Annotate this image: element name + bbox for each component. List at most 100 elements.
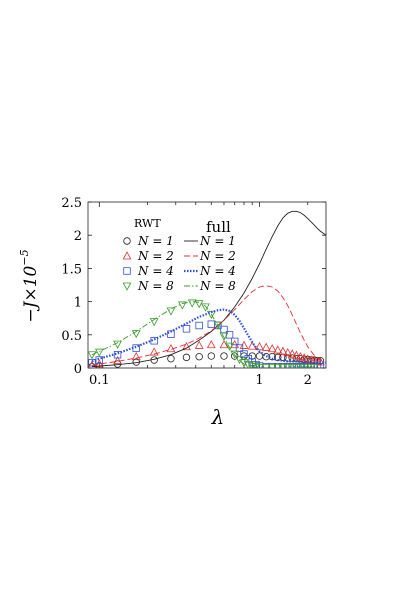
legend-label: N = 8 (137, 279, 174, 293)
data-point (166, 307, 176, 316)
data-point (206, 340, 216, 349)
data-point (150, 337, 158, 345)
data-point (240, 350, 248, 358)
series-line (91, 308, 326, 364)
data-point (166, 343, 176, 353)
data-point (287, 363, 297, 368)
data-point (88, 351, 97, 360)
data-point (149, 347, 159, 356)
y-tick-label: 0.5 (61, 329, 82, 344)
data-point (230, 350, 240, 359)
y-tick-label: 1.5 (61, 262, 82, 277)
data-point (195, 321, 203, 330)
data-point (182, 353, 191, 362)
legend-marker (123, 267, 131, 275)
data-point (268, 353, 276, 361)
series-line (91, 210, 326, 368)
data-point (178, 301, 187, 310)
legend-marker (122, 282, 132, 291)
data-point (207, 352, 215, 360)
data-point (194, 300, 204, 309)
data-point (287, 349, 297, 358)
x-tick-label: 0.1 (89, 373, 110, 388)
data-point (167, 355, 175, 363)
legend-marker (123, 237, 131, 245)
data-point (231, 337, 239, 346)
data-point (247, 341, 257, 350)
data-point (182, 325, 191, 333)
data-point (230, 340, 240, 349)
data-point (219, 340, 229, 349)
data-point (273, 363, 283, 368)
data-point (201, 303, 210, 312)
data-point (292, 362, 301, 368)
series-line (91, 301, 260, 368)
y-tick-label: 2.5 (61, 196, 82, 211)
data-point (292, 350, 301, 359)
data-point (182, 342, 191, 351)
data-point (255, 342, 264, 351)
data-point (113, 340, 122, 349)
x-tick-label: 2 (304, 373, 312, 388)
legend-label: N = 2 (199, 249, 236, 263)
data-point (261, 363, 271, 368)
series-rwt-N-4 (88, 320, 325, 368)
data-point (195, 353, 203, 361)
legend-marker (122, 251, 132, 260)
data-point (261, 342, 271, 351)
legend-label: N = 2 (137, 249, 174, 263)
data-point (273, 345, 283, 354)
series-full-N-1 (91, 210, 326, 368)
legend-label: N = 4 (199, 264, 236, 278)
series-rwt-N-8 (88, 299, 319, 368)
y-tick-label: 2 (74, 229, 82, 244)
data-point (213, 321, 223, 330)
series-full-N-2 (91, 285, 326, 366)
data-point (267, 343, 277, 353)
legend-rwt-title: RWT (134, 217, 161, 230)
y-axis-label-text: −J×10 (21, 265, 41, 322)
data-point (235, 344, 244, 352)
data-point (278, 363, 288, 368)
data-point (267, 363, 277, 368)
legend-full-title: full (206, 218, 231, 236)
x-axis-label: λ (211, 405, 225, 429)
y-axis-label: −J×10−5 (18, 249, 41, 322)
data-point (283, 363, 293, 368)
data-point (248, 352, 256, 360)
legend-label: N = 1 (199, 234, 236, 248)
data-point (225, 342, 234, 351)
data-point (310, 363, 319, 368)
legend-label: N = 1 (137, 234, 174, 248)
data-point (278, 346, 288, 355)
data-point (299, 353, 309, 362)
series-line (91, 285, 326, 366)
data-point (131, 330, 141, 339)
data-point (131, 351, 141, 361)
series-full-N-8 (91, 301, 260, 368)
y-axis-label-exponent: −5 (18, 249, 31, 265)
data-point (219, 332, 229, 341)
x-tick-label: 1 (255, 373, 263, 388)
data-point (207, 320, 215, 328)
y-tick-label: 1 (74, 296, 82, 311)
data-point (220, 352, 228, 360)
legend-label: N = 4 (137, 264, 174, 278)
data-point (187, 299, 197, 308)
data-point (113, 351, 122, 359)
data-point (296, 362, 305, 368)
data-point (149, 318, 159, 327)
data-point (296, 351, 305, 361)
data-point (194, 340, 204, 349)
data-point (279, 362, 287, 368)
data-point (225, 331, 234, 339)
series-full-N-4 (91, 308, 326, 364)
y-tick-label: 0 (74, 362, 82, 377)
data-point (284, 362, 292, 368)
legend-label: N = 8 (199, 279, 236, 293)
plot-frame (87, 201, 327, 369)
data-point (113, 355, 122, 365)
data-point (288, 362, 296, 368)
